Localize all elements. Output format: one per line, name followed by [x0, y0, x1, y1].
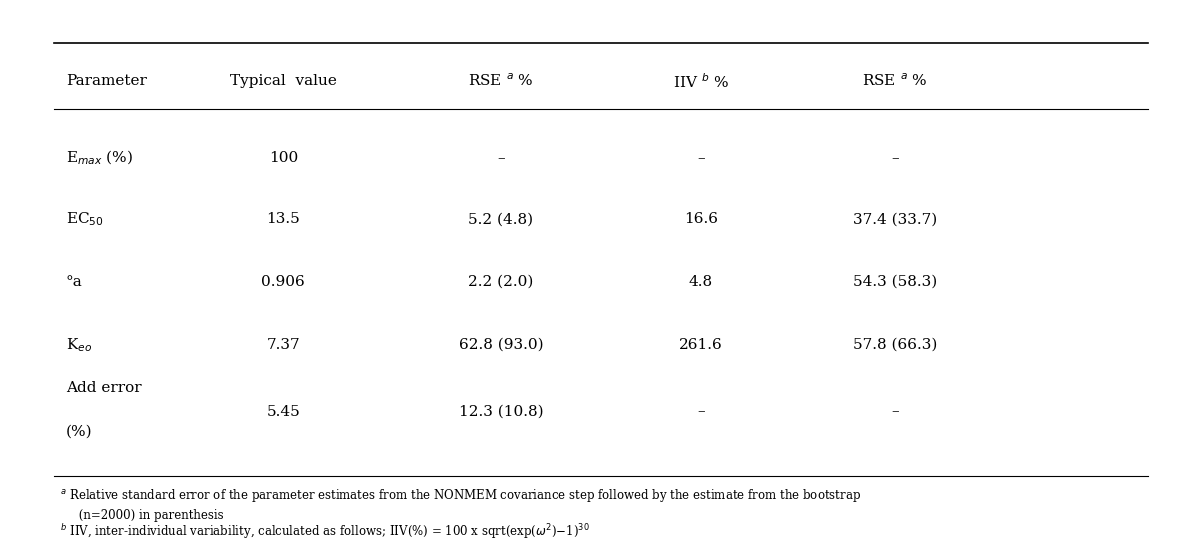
Text: Typical  value: Typical value	[230, 74, 337, 88]
Text: –: –	[891, 151, 898, 165]
Text: 261.6: 261.6	[679, 338, 722, 352]
Text: 57.8 (66.3): 57.8 (66.3)	[853, 338, 937, 352]
Text: 7.37: 7.37	[267, 338, 300, 352]
Text: $^{b}$ IIV, inter-individual variability, calculated as follows; IIV(%) = 100 x : $^{b}$ IIV, inter-individual variability…	[60, 522, 590, 540]
Text: 54.3 (58.3): 54.3 (58.3)	[853, 275, 937, 289]
Text: 12.3 (10.8): 12.3 (10.8)	[458, 405, 543, 418]
Text: E$_{max}$ (%): E$_{max}$ (%)	[65, 149, 133, 167]
Text: 2.2 (2.0): 2.2 (2.0)	[468, 275, 533, 289]
Text: 5.45: 5.45	[267, 405, 300, 418]
Text: 4.8: 4.8	[689, 275, 713, 289]
Text: IIV $^{b}$ %: IIV $^{b}$ %	[672, 72, 728, 91]
Text: 13.5: 13.5	[267, 212, 300, 226]
Text: $^{a}$ Relative standard error of the parameter estimates from the NONMEM covari: $^{a}$ Relative standard error of the pa…	[60, 487, 862, 522]
Text: 100: 100	[269, 151, 298, 165]
Text: –: –	[697, 151, 704, 165]
Text: RSE $^{a}$ %: RSE $^{a}$ %	[468, 73, 534, 90]
Text: 62.8 (93.0): 62.8 (93.0)	[458, 338, 543, 352]
Text: 37.4 (33.7): 37.4 (33.7)	[853, 212, 937, 226]
Text: (%): (%)	[65, 425, 93, 439]
Text: Add error: Add error	[65, 381, 142, 395]
Text: Parameter: Parameter	[65, 74, 146, 88]
Text: 0.906: 0.906	[262, 275, 305, 289]
Text: K$_{eo}$: K$_{eo}$	[65, 336, 92, 354]
Text: –: –	[891, 405, 898, 418]
Text: –: –	[697, 405, 704, 418]
Text: °a: °a	[65, 275, 82, 289]
Text: RSE $^{a}$ %: RSE $^{a}$ %	[862, 73, 928, 90]
Text: EC$_{50}$: EC$_{50}$	[65, 211, 104, 228]
Text: 5.2 (4.8): 5.2 (4.8)	[469, 212, 533, 226]
Text: –: –	[497, 151, 505, 165]
Text: 16.6: 16.6	[684, 212, 718, 226]
